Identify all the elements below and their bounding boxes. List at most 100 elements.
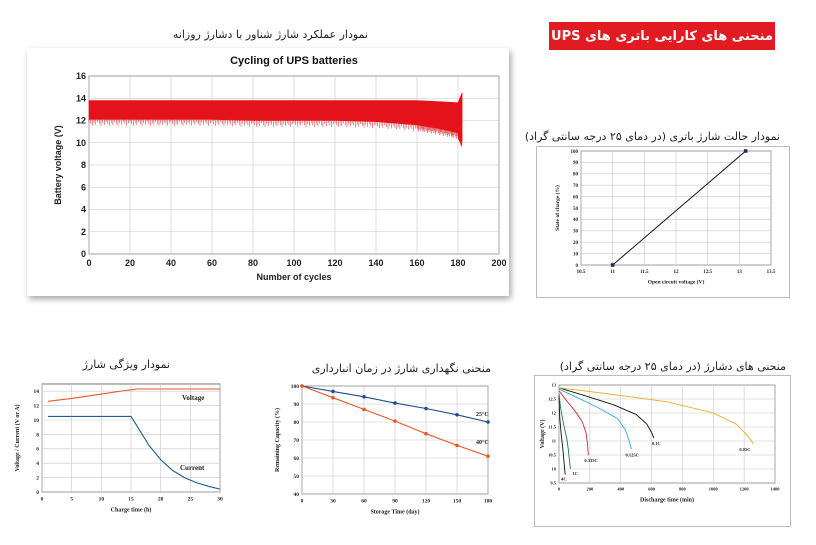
storage-y-tick-label: 40: [294, 492, 300, 498]
storage-data-point: [393, 419, 397, 423]
storage-y-tick-label: 80: [294, 420, 300, 426]
storage-data-point: [331, 395, 335, 400]
charge-x-tick-label: 20: [158, 497, 164, 503]
charge-x-tick-label: 10: [99, 497, 105, 503]
soc-x-tick-label: 13: [737, 270, 743, 275]
discharge-y-tick-label: 11.5: [548, 425, 556, 430]
charge-y-tick-label: 14: [34, 389, 40, 395]
discharge-y-tick-label: 12: [552, 411, 557, 416]
storage-chart-panel: 40 50 60 70 80 90 100 0 30 60 90 120 150 180 Storage T…: [270, 378, 500, 528]
cycling-caption: نمودار عملکرد شارژ شناور با دشارژ روزانه: [172, 28, 368, 41]
discharge-series-label: 0.1C: [652, 441, 661, 446]
discharge-series-line: [558, 387, 754, 445]
charge-y-tick-label: 0: [36, 490, 39, 496]
soc-y-tick-label: 30: [573, 230, 579, 235]
soc-x-tick-label: 12: [674, 270, 680, 275]
soc-y-axis-label: State of charge (%): [554, 185, 561, 231]
cycling-y-tick-label: 16: [76, 71, 86, 81]
storage-data-point: [455, 413, 459, 417]
soc-y-tick-label: 80: [573, 173, 579, 178]
discharge-chart-panel: 9.5 10 10.5 11 11.5 12 12.5 13 0 200 400 600 800 1000…: [534, 375, 791, 527]
soc-y-tick-label: 20: [573, 241, 579, 246]
cycling-chart-title: Cycling of UPS batteries: [230, 55, 358, 67]
charge-series-line: [47, 415, 221, 490]
discharge-series-label: 1C: [572, 471, 578, 476]
cycling-chart-panel: 0 2 4 6 8 10 12 14 16 0 20 40 60 80 100 120 140 160 180 200…: [27, 48, 509, 296]
page-banner: منحنی های کارایی باتری های UPS: [549, 22, 775, 50]
discharge-y-tick-label: 10: [552, 467, 557, 472]
storage-data-point: [362, 395, 366, 399]
discharge-series-line: [558, 387, 655, 439]
cycling-x-tick-label: 20: [125, 258, 135, 268]
soc-x-tick-label: 11.5: [640, 270, 649, 275]
cycling-x-tick-label: 200: [491, 258, 506, 268]
storage-x-tick-label: 30: [330, 499, 336, 505]
storage-y-tick-label: 50: [294, 474, 300, 480]
charge-x-tick-label: 15: [128, 497, 134, 503]
storage-caption: منحنی نگهداری شارژ در زمان انبارداری: [311, 362, 491, 375]
storage-y-tick-label: 100: [291, 384, 300, 390]
cycling-x-tick-label: 140: [368, 258, 383, 268]
cycling-y-tick-label: 12: [76, 116, 86, 126]
cycling-x-tick-label: 100: [286, 258, 301, 268]
discharge-x-tick-label: 400: [617, 487, 625, 492]
cycling-y-tick-label: 4: [81, 205, 86, 215]
storage-data-point: [393, 401, 397, 405]
discharge-series-label: 0.333C: [584, 458, 597, 463]
cycling-x-tick-label: 160: [409, 258, 424, 268]
discharge-series-line: [558, 393, 571, 470]
discharge-series-line: [558, 388, 632, 450]
charge-x-tick-label: 30: [217, 497, 223, 503]
discharge-y-tick-label: 10.5: [548, 453, 557, 458]
soc-y-tick-label: 100: [571, 150, 579, 155]
charge-y-axis-label: Voltage / Current (V or A): [14, 405, 21, 472]
cycling-x-axis-label: Number of cycles: [256, 272, 331, 282]
storage-x-tick-label: 60: [361, 499, 367, 505]
discharge-plot-frame: [558, 384, 776, 484]
storage-y-axis-label: Remaining Capacity (%): [274, 408, 281, 472]
discharge-x-tick-label: 800: [679, 487, 687, 492]
discharge-series-label: 4C: [561, 477, 567, 482]
charge-series-label: Voltage: [182, 394, 204, 402]
charge-series-label: Current: [180, 464, 205, 472]
cycling-y-tick-label: 6: [81, 182, 86, 192]
soc-x-tick-label: 13.5: [767, 270, 776, 275]
discharge-y-tick-label: 12.5: [548, 397, 557, 402]
charge-y-tick-label: 2: [36, 476, 39, 482]
soc-y-tick-label: 10: [573, 252, 579, 257]
discharge-chart: 9.5 10 10.5 11 11.5 12 12.5 13 0 200 400 600 800 1000…: [539, 383, 780, 504]
charge-y-tick-label: 8: [36, 432, 39, 438]
soc-x-axis-label: Open circuit voltage (V): [648, 279, 705, 286]
storage-series-label: 40°C: [476, 439, 489, 446]
storage-data-point: [300, 384, 304, 388]
charge-x-tick-label: 5: [70, 497, 73, 503]
charge-x-tick-label: 25: [188, 497, 194, 503]
soc-y-tick-label: 40: [573, 218, 579, 223]
cycling-y-tick-label: 10: [76, 138, 86, 148]
charge-y-tick-label: 4: [36, 461, 39, 467]
storage-data-point: [486, 420, 490, 424]
charge-series-line: [47, 388, 220, 402]
charge-x-tick-label: 0: [41, 497, 44, 503]
discharge-x-tick-label: 200: [586, 487, 594, 492]
soc-x-tick-label: 11: [610, 270, 615, 275]
charge-y-tick-label: 10: [34, 418, 40, 424]
cycling-x-tick-label: 80: [248, 258, 258, 268]
soc-chart-panel: 0 10 20 30 40 50 60 70 80 90 100 10.5 11 11.5 12 12.5 13…: [536, 146, 790, 298]
storage-x-axis-label: Storage Time (day): [370, 509, 419, 516]
discharge-series-line: [558, 390, 589, 456]
discharge-series-label: 0.125C: [626, 452, 639, 457]
soc-chart: 0 10 20 30 40 50 60 70 80 90 100 10.5 11 11.5 12 12.5 13…: [554, 149, 776, 286]
discharge-y-axis-label: Voltage (V): [539, 420, 546, 449]
discharge-y-tick-label: 11: [552, 439, 557, 444]
charge-chart-panel: 0 2 4 6 8 10 12 14 0 5 10 15 20 25 30 Charge time (h) Vo…: [10, 378, 230, 528]
discharge-caption: منحنی های دشارژ (در دمای ۲۵ درجه سانتی گ…: [559, 360, 786, 373]
storage-x-tick-label: 120: [422, 499, 431, 505]
cycling-y-tick-label: 2: [81, 227, 86, 237]
discharge-x-tick-label: 1200: [740, 487, 750, 492]
storage-data-point: [424, 431, 428, 436]
cycling-y-tick-label: 0: [81, 249, 86, 259]
storage-x-tick-label: 180: [484, 499, 493, 505]
storage-data-point: [486, 454, 490, 458]
soc-y-tick-label: 0: [576, 264, 579, 269]
